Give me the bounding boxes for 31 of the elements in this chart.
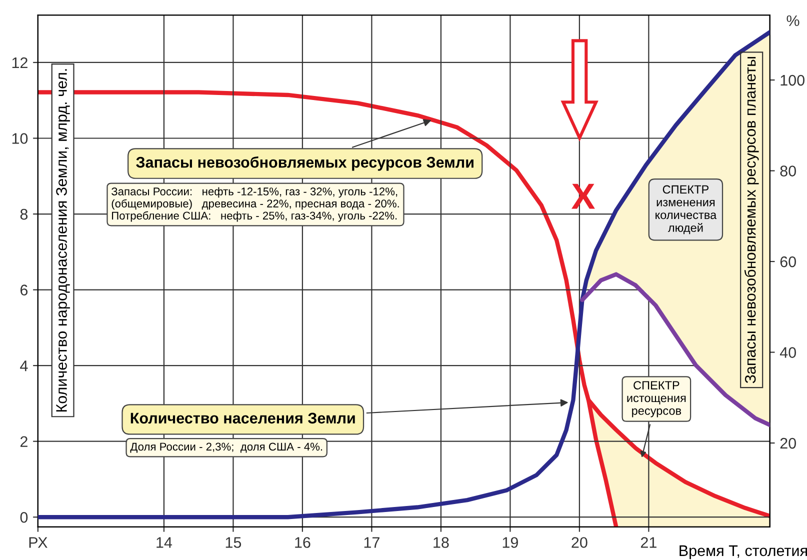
x-axis-title: Время Т, столетия bbox=[680, 545, 807, 560]
y-tick-label: 8 bbox=[20, 208, 28, 220]
y-tick-label: 4 bbox=[20, 360, 28, 372]
y-tick-label: 6 bbox=[20, 284, 28, 296]
y2-axis-title: Запасы невозобновляемых ресурсов планеты bbox=[744, 57, 759, 384]
y2-tick-label: 100 bbox=[780, 74, 804, 86]
annotation: СПЕКТР истощения ресурсов bbox=[627, 381, 686, 418]
x-tick-label: 17 bbox=[364, 537, 380, 548]
text: % bbox=[786, 15, 800, 26]
annotation: СПЕКТР изменения количества людей bbox=[656, 185, 717, 234]
x-tick-label: 15 bbox=[226, 537, 242, 548]
y-tick-label: 12 bbox=[12, 57, 28, 68]
y2-tick-label: 40 bbox=[780, 347, 796, 358]
x-tick-label: 21 bbox=[640, 537, 656, 548]
x-tick-label: 16 bbox=[295, 537, 310, 548]
annotation: Запасы невозобновляемых ресурсов Земли bbox=[136, 156, 474, 171]
x-tick-label: 20 bbox=[572, 537, 588, 548]
annotation: Количество населения Земли bbox=[130, 412, 355, 424]
x-tick-label: 14 bbox=[156, 537, 172, 548]
y2-tick-label: 20 bbox=[780, 438, 796, 449]
x-tick-label: РХ bbox=[29, 537, 48, 548]
annotation: Доля России - 2,3%; доля США - 4%. bbox=[130, 442, 322, 453]
annotation: Запасы России: нефть -12-15%, газ - 32%, уголь -12%, (общемировые) древесина - 22%, пресная вода - 20%. Потребление США: нефть - 25%, газ-34%, уголь -22%. bbox=[111, 187, 399, 222]
y-tick-label: 10 bbox=[12, 133, 28, 144]
y-tick-label: 0 bbox=[20, 512, 28, 523]
y2-tick-label: 80 bbox=[780, 166, 796, 176]
y2-tick-label: 60 bbox=[780, 256, 796, 268]
y-tick-label: 2 bbox=[20, 436, 28, 447]
x-tick-label: 19 bbox=[502, 537, 518, 548]
x-tick-label: 18 bbox=[434, 537, 449, 548]
y-axis-title: Количество народонаселения Земли, млрд. чел. bbox=[56, 69, 70, 412]
